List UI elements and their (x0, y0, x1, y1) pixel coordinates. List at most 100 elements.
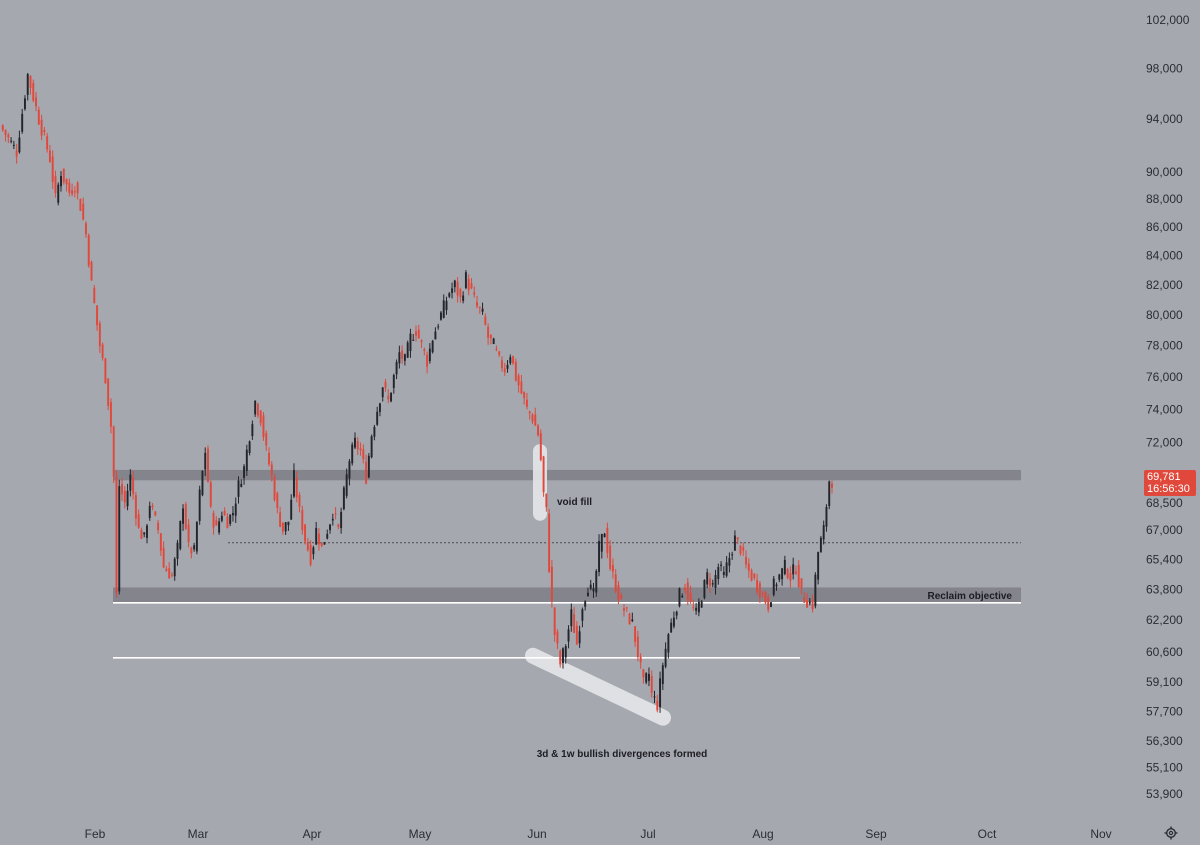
candle (173, 557, 176, 581)
candle (750, 568, 753, 582)
candle (279, 506, 282, 528)
candle (378, 402, 381, 417)
candle (265, 430, 268, 451)
x-tick-label: Oct (978, 827, 997, 841)
candle (406, 340, 409, 359)
candle (126, 483, 129, 511)
candle (417, 324, 420, 339)
candle (329, 523, 331, 534)
candle (667, 632, 670, 659)
candle (811, 594, 814, 613)
divergence-highlight (525, 647, 671, 726)
candle (256, 402, 259, 418)
x-tick-label: Nov (1090, 827, 1111, 841)
candle (220, 511, 223, 523)
candle (165, 565, 168, 572)
candle (395, 359, 398, 380)
candle (426, 351, 429, 374)
candle (573, 607, 576, 634)
candle (215, 516, 218, 526)
candle (54, 170, 57, 198)
divergence-label: 3d & 1w bullish divergences formed (537, 749, 708, 760)
candle (248, 440, 251, 456)
candle (354, 432, 356, 450)
y-tick-label: 55,100 (1146, 760, 1183, 774)
candle (745, 550, 747, 569)
candle (634, 626, 637, 647)
candle (326, 529, 329, 540)
candle (495, 345, 498, 352)
candle (492, 337, 495, 345)
x-tick-label: Mar (188, 827, 209, 841)
candle (209, 480, 212, 509)
candle (567, 625, 570, 649)
candle (301, 505, 304, 535)
candle (506, 360, 509, 373)
candle (528, 410, 531, 420)
candle (553, 607, 556, 642)
candle (614, 568, 617, 594)
candle (453, 279, 456, 293)
candle (684, 583, 686, 594)
candle (431, 339, 434, 354)
settings-gear-icon[interactable] (1164, 826, 1178, 840)
candle (57, 182, 60, 206)
candle (600, 533, 603, 559)
candle (146, 523, 148, 544)
candle (104, 357, 107, 384)
y-tick-label: 76,000 (1146, 370, 1183, 384)
candle (814, 572, 817, 609)
y-tick-label: 102,000 (1146, 13, 1190, 27)
candle (709, 572, 711, 594)
candle (525, 392, 528, 410)
candle (226, 513, 229, 529)
candle (323, 541, 326, 545)
y-tick-label: 63,800 (1146, 582, 1183, 596)
candle (15, 143, 18, 164)
candle (448, 292, 451, 299)
candle (462, 291, 465, 304)
candle (631, 612, 634, 623)
candle (586, 587, 589, 597)
candle (470, 278, 473, 290)
candle (645, 672, 648, 685)
candle (268, 447, 270, 467)
x-tick-label: Apr (303, 827, 322, 841)
y-tick-label: 57,700 (1146, 704, 1183, 718)
candle (792, 557, 795, 580)
candle (304, 523, 307, 545)
candle (523, 391, 526, 405)
candle (428, 343, 431, 364)
y-tick-label: 78,000 (1146, 339, 1183, 353)
void-fill-label: void fill (557, 497, 592, 508)
candle (18, 130, 21, 154)
candle (711, 579, 714, 588)
reclaim-objective-label: Reclaim objective (928, 591, 1013, 602)
candle (392, 373, 395, 394)
candle (747, 558, 750, 578)
candle (412, 333, 415, 341)
candle (753, 573, 756, 581)
y-tick-label: 98,000 (1146, 62, 1183, 76)
candle (617, 581, 620, 605)
candle (348, 458, 351, 486)
candle (118, 479, 121, 595)
candle (182, 504, 185, 531)
candle (678, 587, 681, 608)
candle (229, 514, 232, 527)
candle (675, 610, 678, 620)
candle (650, 670, 653, 698)
candle (831, 480, 833, 494)
candle (794, 565, 797, 576)
x-tick-label: May (409, 827, 432, 841)
candle (306, 538, 309, 552)
candle (439, 310, 442, 321)
candle (775, 582, 778, 591)
candle (204, 447, 207, 477)
candle (10, 137, 13, 144)
candle (148, 501, 151, 521)
candle (4, 129, 7, 142)
candle (695, 602, 698, 615)
candle (786, 567, 789, 580)
